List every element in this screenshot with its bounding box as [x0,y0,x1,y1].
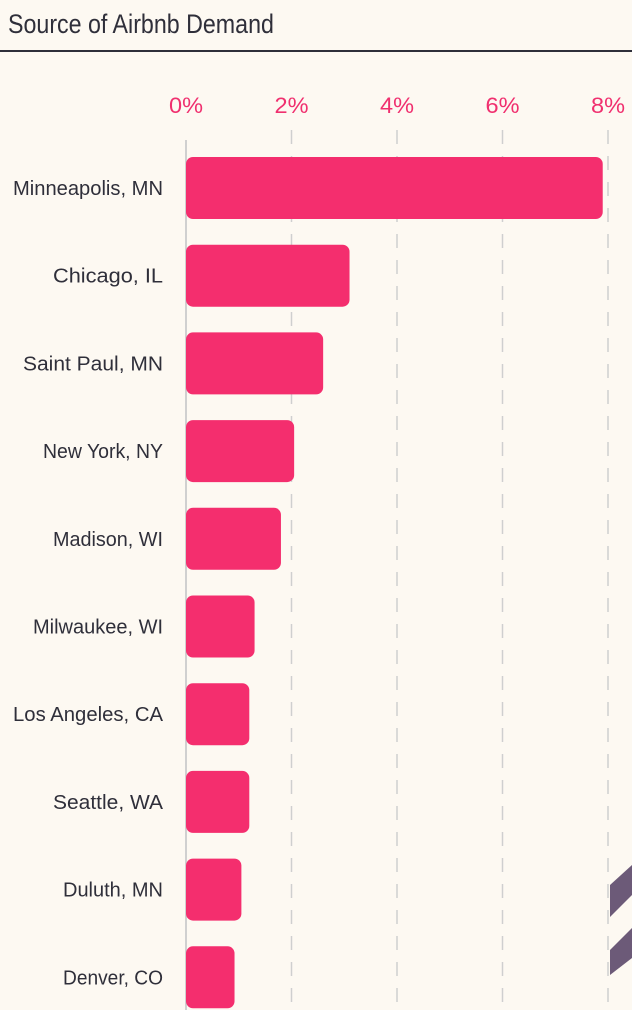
category-label: Saint Paul, MN [23,353,163,375]
x-tick-label: 2% [275,93,309,118]
category-label: Duluth, MN [63,880,163,902]
bar-5 [186,595,255,658]
bar-8 [186,858,242,921]
bar-6 [186,683,250,746]
x-tick-label: 8% [591,93,625,118]
chart-header: Source of Airbnb Demand [0,0,632,52]
x-tick-label: 0% [169,93,203,118]
category-label: Los Angeles, CA [13,704,164,726]
x-tick-label: 4% [380,93,414,118]
category-label: Denver, CO [63,967,163,989]
category-label: New York, NY [43,441,163,463]
bar-4 [186,507,281,570]
bar-7 [186,770,250,833]
category-label: Milwaukee, WI [33,617,163,639]
bar-0 [186,157,603,219]
category-label: Chicago, IL [53,266,163,288]
category-label: Minneapolis, MN [13,178,163,200]
bar-3 [186,420,295,483]
category-label: Seattle, WA [53,792,164,814]
bar-1 [186,244,350,307]
chart-title: Source of Airbnb Demand [8,9,274,39]
bar-9 [186,946,235,1009]
x-tick-label: 6% [486,93,520,118]
decor-stripe-1 [610,928,632,975]
decor-stripe-0 [610,865,632,917]
bar-2 [186,332,324,395]
category-label: Madison, WI [53,529,163,551]
